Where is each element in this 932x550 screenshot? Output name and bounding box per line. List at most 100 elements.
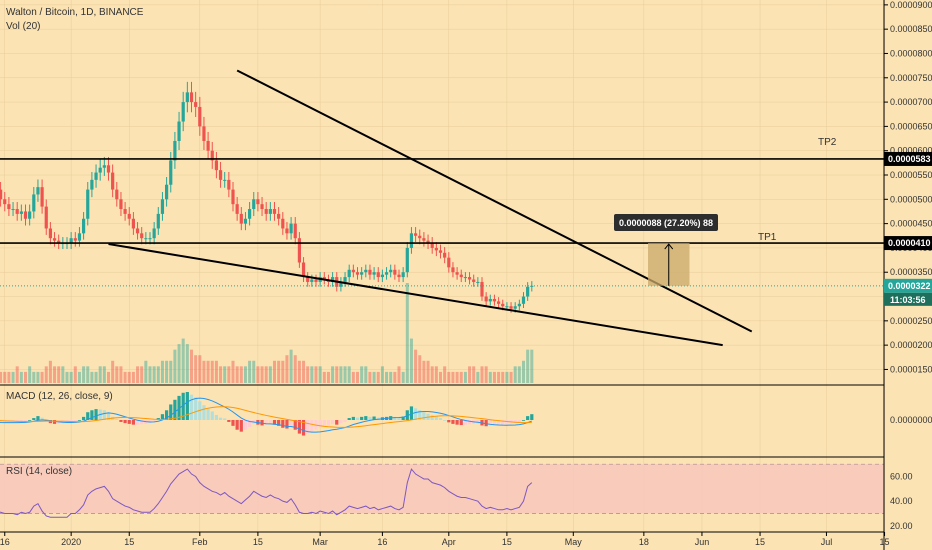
candle-body[interactable] xyxy=(447,257,451,268)
candle-body[interactable] xyxy=(82,218,86,234)
candle-body[interactable] xyxy=(509,306,513,309)
candle-body[interactable] xyxy=(57,240,61,244)
candle-body[interactable] xyxy=(210,150,214,161)
candle-body[interactable] xyxy=(434,247,438,251)
candle-body[interactable] xyxy=(289,223,293,234)
candle-body[interactable] xyxy=(409,233,414,248)
candle-body[interactable] xyxy=(86,189,90,219)
candle-body[interactable] xyxy=(297,238,301,263)
candle-body[interactable] xyxy=(301,262,306,278)
candle-body[interactable] xyxy=(243,218,248,224)
candle-body[interactable] xyxy=(185,92,189,103)
candle-body[interactable] xyxy=(140,233,144,239)
candle-body[interactable] xyxy=(492,298,497,302)
candle-body[interactable] xyxy=(40,187,44,207)
candle-body[interactable] xyxy=(277,213,281,219)
candle-body[interactable] xyxy=(231,189,235,205)
candle-body[interactable] xyxy=(368,269,372,275)
candle-body[interactable] xyxy=(69,238,73,244)
candle-body[interactable] xyxy=(32,194,36,212)
candle-body[interactable] xyxy=(268,209,272,214)
candle-body[interactable] xyxy=(497,301,501,304)
candle-body[interactable] xyxy=(239,213,243,224)
candle-body[interactable] xyxy=(451,267,455,273)
candle-body[interactable] xyxy=(443,252,447,258)
candle-body[interactable] xyxy=(501,303,505,307)
macd-pane[interactable]: 0.0000000 xyxy=(0,392,932,436)
candle-body[interactable] xyxy=(488,298,492,302)
candle-body[interactable] xyxy=(11,209,15,211)
candle-body[interactable] xyxy=(3,199,7,205)
candle-body[interactable] xyxy=(144,238,148,240)
candle-body[interactable] xyxy=(256,199,260,205)
candle-body[interactable] xyxy=(0,189,3,200)
candle-body[interactable] xyxy=(281,218,285,229)
candle-body[interactable] xyxy=(521,296,526,304)
candle-body[interactable] xyxy=(372,272,376,275)
candle-body[interactable] xyxy=(414,233,418,236)
candle-body[interactable] xyxy=(194,102,198,107)
candle-body[interactable] xyxy=(227,179,231,190)
candle-body[interactable] xyxy=(343,277,347,282)
candle-body[interactable] xyxy=(331,277,335,282)
candle-body[interactable] xyxy=(152,228,156,239)
candle-body[interactable] xyxy=(459,274,463,278)
candle-body[interactable] xyxy=(102,165,106,168)
candle-body[interactable] xyxy=(235,204,239,214)
candle-body[interactable] xyxy=(127,213,131,219)
candle-body[interactable] xyxy=(322,277,326,280)
candle-body[interactable] xyxy=(306,277,310,282)
candle-body[interactable] xyxy=(169,160,173,185)
candle-body[interactable] xyxy=(165,184,169,200)
candle-body[interactable] xyxy=(472,279,476,282)
candle-body[interactable] xyxy=(360,272,364,275)
candle-body[interactable] xyxy=(223,179,227,181)
candle-body[interactable] xyxy=(23,211,28,219)
candle-body[interactable] xyxy=(314,279,318,282)
candle-body[interactable] xyxy=(73,238,77,241)
rsi-pane[interactable]: 60.00 40.00 20.00 xyxy=(0,463,913,531)
candle-body[interactable] xyxy=(111,172,115,190)
candle-body[interactable] xyxy=(123,209,127,214)
candle-body[interactable] xyxy=(384,272,389,275)
lower-trendline[interactable] xyxy=(108,243,723,347)
candle-body[interactable] xyxy=(463,277,467,279)
candle-body[interactable] xyxy=(260,204,264,210)
drawing-lines[interactable]: TP2 TP1 0.0000088 (27.20%) 88 xyxy=(0,69,884,347)
candle-body[interactable] xyxy=(181,102,185,122)
candle-body[interactable] xyxy=(455,272,459,275)
candle-body[interactable] xyxy=(36,187,40,195)
candle-body[interactable] xyxy=(347,269,351,278)
candle-body[interactable] xyxy=(393,269,397,275)
candle-body[interactable] xyxy=(397,274,401,278)
candle-body[interactable] xyxy=(484,296,488,302)
candle-body[interactable] xyxy=(119,199,123,210)
candle-body[interactable] xyxy=(52,238,57,241)
candle-body[interactable] xyxy=(380,274,384,278)
candle-body[interactable] xyxy=(355,272,360,275)
candle-body[interactable] xyxy=(376,272,380,278)
candle-body[interactable] xyxy=(422,238,426,241)
candle-body[interactable] xyxy=(19,211,23,214)
candle-body[interactable] xyxy=(339,281,343,287)
candle-body[interactable] xyxy=(189,92,194,103)
candle-body[interactable] xyxy=(131,218,135,229)
candle-body[interactable] xyxy=(198,106,202,127)
candle-body[interactable] xyxy=(405,247,409,273)
candle-body[interactable] xyxy=(98,167,102,173)
candle-body[interactable] xyxy=(264,209,268,214)
candle-body[interactable] xyxy=(418,235,422,239)
candle-body[interactable] xyxy=(160,199,165,214)
candle-body[interactable] xyxy=(526,286,530,297)
candle-body[interactable] xyxy=(214,160,218,171)
candle-body[interactable] xyxy=(272,209,277,214)
candle-body[interactable] xyxy=(293,223,297,239)
candle-body[interactable] xyxy=(115,189,119,200)
candle-body[interactable] xyxy=(364,269,368,273)
candle-body[interactable] xyxy=(513,306,517,309)
candle-body[interactable] xyxy=(248,209,252,219)
candle-body[interactable] xyxy=(438,250,443,253)
candle-body[interactable] xyxy=(218,170,223,180)
candle-body[interactable] xyxy=(401,272,405,278)
